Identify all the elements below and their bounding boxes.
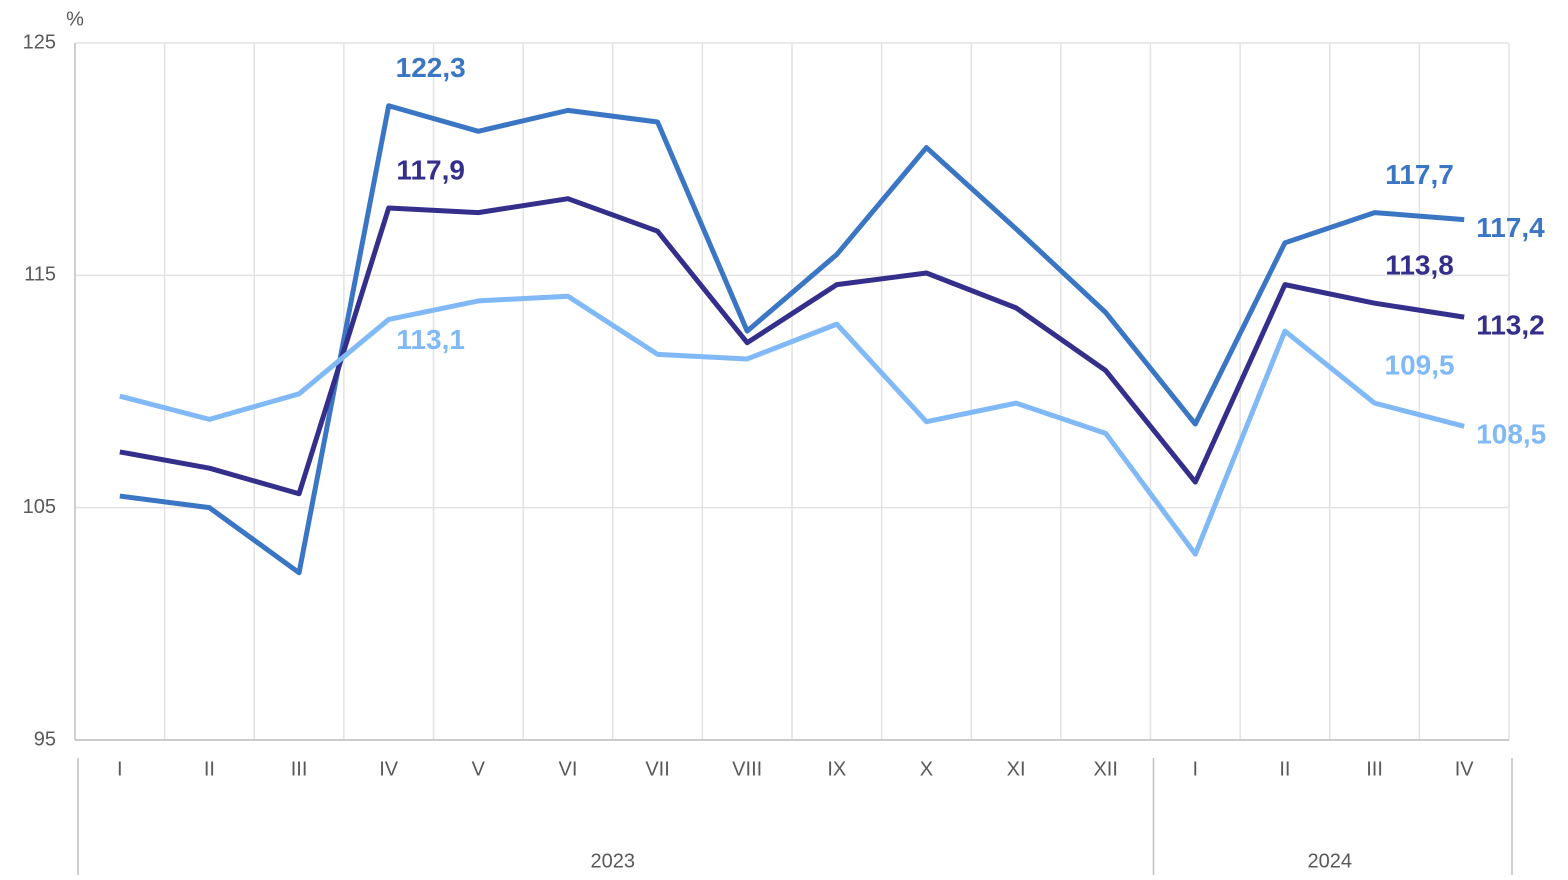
x-tick-label: IV xyxy=(1455,758,1475,780)
x-group-label: 2023 xyxy=(591,850,636,872)
data-label: 108,5 xyxy=(1476,419,1546,450)
x-tick-label: VII xyxy=(645,758,669,780)
x-tick-label: II xyxy=(204,758,215,780)
data-label: 117,7 xyxy=(1385,159,1454,190)
x-tick-label: XII xyxy=(1093,758,1117,780)
series-line xyxy=(119,293,1465,557)
data-label: 113,8 xyxy=(1385,250,1454,281)
x-group-label: 2024 xyxy=(1308,850,1353,872)
y-tick-label: 125 xyxy=(23,31,56,53)
series-line xyxy=(119,103,1465,576)
data-label: 113,2 xyxy=(1476,310,1545,341)
y-tick-label: 105 xyxy=(23,496,56,518)
data-label: 113,1 xyxy=(396,324,465,355)
y-axis-label: % xyxy=(66,8,84,30)
x-tick-label: XI xyxy=(1007,758,1026,780)
data-label: 122,3 xyxy=(396,52,466,83)
x-tick-label: V xyxy=(472,758,486,780)
y-tick-label: 115 xyxy=(24,264,56,286)
x-tick-label: IX xyxy=(827,758,846,780)
x-tick-label: III xyxy=(291,758,308,780)
y-tick-label: 95 xyxy=(34,728,56,750)
series-line xyxy=(119,196,1465,497)
x-tick-label: VI xyxy=(558,758,577,780)
data-label: 117,9 xyxy=(396,154,465,185)
x-tick-label: II xyxy=(1279,758,1290,780)
x-tick-label: IV xyxy=(379,758,399,780)
x-tick-label: X xyxy=(920,758,933,780)
x-tick-label: VIII xyxy=(732,758,762,780)
x-tick-label: I xyxy=(117,758,123,780)
data-label: 117,4 xyxy=(1476,212,1545,243)
x-tick-label: III xyxy=(1366,758,1383,780)
data-label: 109,5 xyxy=(1385,350,1455,381)
x-tick-label: I xyxy=(1193,758,1199,780)
